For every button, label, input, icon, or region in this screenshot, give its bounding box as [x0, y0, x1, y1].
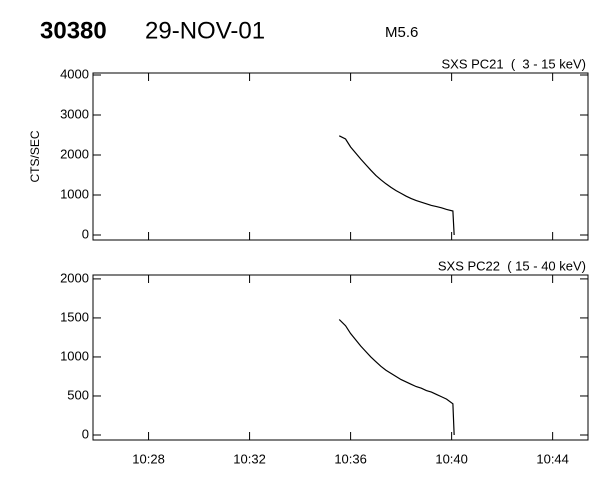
x-tick-label: 10:44 [536, 451, 569, 466]
x-tick-label: 10:36 [334, 451, 367, 466]
plot-frame [92, 72, 589, 241]
y-tick-label: 4000 [60, 66, 89, 81]
plot-frame [92, 274, 589, 441]
panel-title: SXS PC22 ( 15 - 40 keV) [438, 258, 586, 273]
flare-class: M5.6 [385, 24, 418, 41]
y-tick-label: 2000 [60, 270, 89, 285]
x-tick-label: 10:28 [132, 451, 165, 466]
y-axis-label: CTS/SEC [28, 130, 42, 182]
event-id: 30380 [40, 17, 107, 44]
y-tick-label: 2000 [60, 146, 89, 161]
y-tick-label: 500 [67, 387, 89, 402]
y-tick-label: 3000 [60, 106, 89, 121]
y-tick-label: 1000 [60, 348, 89, 363]
data-line [338, 319, 455, 436]
y-tick-label: 1000 [60, 186, 89, 201]
data-line [338, 135, 455, 236]
x-tick-label: 10:40 [435, 451, 468, 466]
date: 29-NOV-01 [145, 17, 265, 44]
y-tick-label: 1500 [60, 309, 89, 324]
x-tick-label: 10:32 [233, 451, 266, 466]
y-tick-label: 0 [82, 426, 89, 441]
y-tick-label: 0 [82, 226, 89, 241]
panel-title: SXS PC21 ( 3 - 15 keV) [441, 56, 586, 71]
